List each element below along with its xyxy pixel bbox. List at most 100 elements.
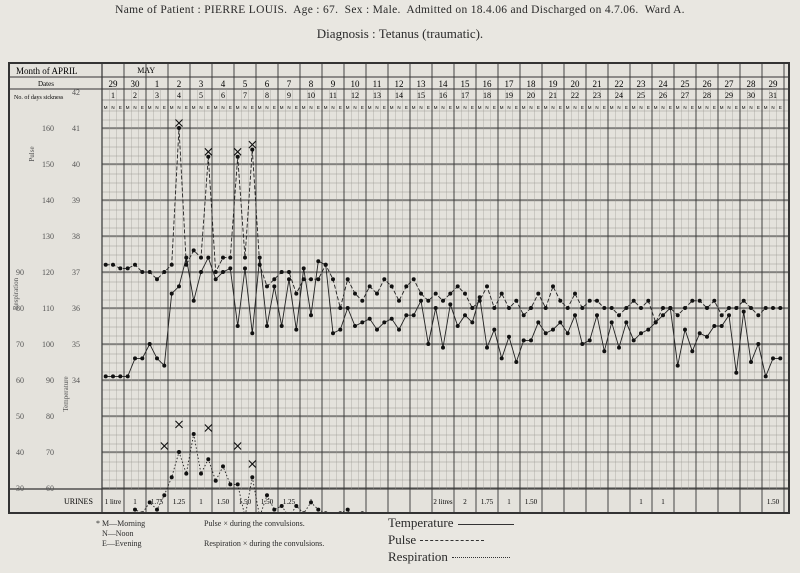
day-count-cell: 6 xyxy=(221,91,225,100)
slot-label: N xyxy=(661,105,664,110)
legend-respiration: Respiration xyxy=(388,548,514,565)
respiration-convulsion-marker xyxy=(248,460,257,468)
slot-label: M xyxy=(412,105,416,110)
pulse-point xyxy=(741,298,746,303)
diagnosis-label: Diagnosis : xyxy=(316,26,376,41)
temperature-point xyxy=(580,342,585,346)
slot-label: M xyxy=(236,105,240,110)
resp-scale-label: 70 xyxy=(16,340,24,349)
temperature-point xyxy=(749,360,753,364)
urine-cell: 1.50 xyxy=(767,498,780,506)
resp-scale-label: 60 xyxy=(16,376,24,385)
urine-cell: 1 xyxy=(133,498,137,506)
slot-label: E xyxy=(273,105,276,110)
pulse-scale-label: 160 xyxy=(42,124,54,133)
pulse-convulsion-marker xyxy=(233,147,242,156)
pulse-point xyxy=(162,270,167,274)
pulse-point xyxy=(287,270,291,274)
slot-label: N xyxy=(705,105,708,110)
day-count-cell: 22 xyxy=(571,91,579,100)
pulse-point xyxy=(580,306,585,310)
respiration-convulsion-marker xyxy=(204,424,213,432)
temperature-point xyxy=(103,374,108,379)
temperature-point xyxy=(184,255,189,260)
date-cell: 16 xyxy=(483,79,493,89)
pulse-point xyxy=(705,306,709,310)
pulse-convulsion-marker xyxy=(248,140,257,149)
sex-label: Sex : xyxy=(344,4,370,16)
pulse-point xyxy=(389,284,394,289)
day-count-cell: 10 xyxy=(307,91,315,100)
temperature-point xyxy=(492,327,497,332)
slot-label: M xyxy=(324,105,328,110)
slot-label: E xyxy=(647,105,650,110)
temperature-point xyxy=(353,324,357,328)
pulse-scale-label: 60 xyxy=(46,484,54,493)
day-count-cell: 27 xyxy=(681,91,689,100)
pulse-point xyxy=(507,306,511,310)
slot-label: E xyxy=(295,105,298,110)
slot-label: E xyxy=(779,105,782,110)
respiration-point xyxy=(147,500,152,505)
temperature-point xyxy=(345,306,350,310)
pulse-point xyxy=(169,262,174,267)
resp-scale-label: 50 xyxy=(16,412,24,421)
urine-cell: 1.75 xyxy=(151,498,164,506)
slot-label: N xyxy=(683,105,686,110)
day-count-cell: 31 xyxy=(769,91,777,100)
slot-label: M xyxy=(346,105,350,110)
temperature-point xyxy=(147,342,152,346)
pulse-point xyxy=(727,306,731,310)
pulse-scale-label: 70 xyxy=(46,448,54,457)
day-count-cell: 26 xyxy=(659,91,667,100)
pulse-point xyxy=(749,306,753,310)
pulse-point xyxy=(551,284,555,289)
date-cell: 15 xyxy=(461,79,471,89)
patient-sex: Male. xyxy=(372,4,401,16)
slot-label: M xyxy=(126,105,130,110)
pulse-point xyxy=(514,298,519,303)
slot-label: M xyxy=(632,105,636,110)
urine-cell: 1.75 xyxy=(481,498,494,506)
respiration-point xyxy=(221,464,225,469)
respiration-convulsion-note: Respiration × during the convulsions. xyxy=(204,539,325,548)
slot-label: E xyxy=(669,105,672,110)
slot-label: M xyxy=(148,105,152,110)
pulse-point xyxy=(499,291,504,296)
pulse-point xyxy=(111,262,115,267)
pulse-point xyxy=(301,277,306,282)
slot-label: M xyxy=(654,105,658,110)
name-label: Name of Patient : xyxy=(115,4,202,16)
temperature-point xyxy=(712,324,717,328)
pulse-point xyxy=(543,306,548,310)
pulse-scale-label: 120 xyxy=(42,268,54,277)
day-count-cell: 5 xyxy=(199,91,203,100)
slot-label: M xyxy=(280,105,284,110)
slot-label: N xyxy=(111,105,114,110)
day-count-cell: 18 xyxy=(483,91,491,100)
day-count-cell: 12 xyxy=(351,91,359,100)
date-cell: 19 xyxy=(549,79,559,89)
pulse-point xyxy=(455,284,460,289)
respiration-convulsion-marker xyxy=(175,420,183,429)
pulse-point xyxy=(756,313,761,318)
date-cell: 20 xyxy=(571,79,581,89)
pulse-point xyxy=(382,277,387,282)
temperature-point xyxy=(617,345,621,350)
days-sickness-label: No. of days sickness xyxy=(14,94,64,101)
urine-cell: 1.50 xyxy=(261,498,274,506)
temperature-point xyxy=(206,255,211,260)
temperature-point xyxy=(763,374,768,379)
respiration-point xyxy=(294,504,299,508)
date-cell: 28 xyxy=(747,79,757,89)
day-count-cell: 11 xyxy=(329,91,337,100)
temperature-point xyxy=(727,313,731,318)
slot-label: N xyxy=(353,105,356,110)
slot-label: E xyxy=(713,105,716,110)
pulse-point xyxy=(719,313,724,318)
respiration-convulsion-marker xyxy=(233,442,242,450)
slot-label: M xyxy=(104,105,108,110)
respiration-point xyxy=(250,475,255,480)
date-cell: 26 xyxy=(703,79,713,89)
date-cell: 9 xyxy=(331,79,336,89)
